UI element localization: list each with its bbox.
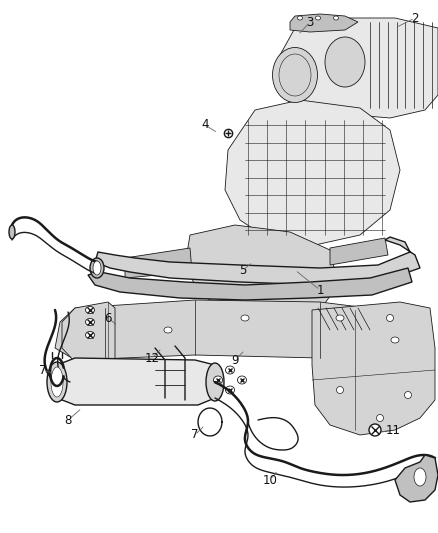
Polygon shape [88, 268, 412, 300]
Ellipse shape [369, 424, 381, 436]
Ellipse shape [85, 306, 95, 313]
Text: 7: 7 [39, 364, 47, 376]
Polygon shape [55, 300, 430, 365]
Polygon shape [125, 248, 192, 278]
Ellipse shape [414, 468, 426, 486]
Polygon shape [330, 238, 388, 265]
Text: 11: 11 [385, 424, 400, 437]
Ellipse shape [336, 315, 344, 321]
Ellipse shape [85, 332, 95, 338]
Ellipse shape [213, 376, 223, 384]
Polygon shape [225, 100, 400, 245]
Ellipse shape [405, 392, 411, 399]
Ellipse shape [325, 37, 365, 87]
Ellipse shape [85, 319, 95, 326]
Text: 9: 9 [231, 353, 239, 367]
Polygon shape [55, 358, 215, 405]
Text: 5: 5 [239, 263, 247, 277]
Ellipse shape [315, 16, 321, 20]
Text: 4: 4 [201, 118, 209, 132]
Ellipse shape [206, 363, 224, 401]
Ellipse shape [226, 366, 234, 374]
Ellipse shape [391, 337, 399, 343]
Text: 3: 3 [306, 15, 314, 28]
Ellipse shape [336, 386, 343, 393]
Polygon shape [395, 455, 438, 502]
Ellipse shape [272, 47, 318, 102]
Text: 8: 8 [64, 414, 72, 426]
Ellipse shape [377, 415, 384, 422]
Text: 12: 12 [145, 351, 159, 365]
Polygon shape [290, 14, 358, 32]
Ellipse shape [226, 386, 234, 394]
Text: 10: 10 [262, 473, 277, 487]
Polygon shape [280, 18, 438, 118]
Polygon shape [185, 225, 338, 318]
Ellipse shape [47, 362, 67, 402]
Ellipse shape [164, 327, 172, 333]
Ellipse shape [93, 261, 101, 275]
Text: 2: 2 [411, 12, 419, 25]
Ellipse shape [9, 225, 15, 239]
Polygon shape [95, 237, 420, 285]
Polygon shape [312, 302, 435, 435]
Ellipse shape [51, 367, 63, 397]
Ellipse shape [90, 258, 104, 278]
Ellipse shape [333, 16, 339, 20]
Text: 1: 1 [316, 284, 324, 296]
Text: 6: 6 [104, 311, 112, 325]
Ellipse shape [241, 315, 249, 321]
Text: 7: 7 [191, 429, 199, 441]
Ellipse shape [297, 16, 303, 20]
Ellipse shape [237, 376, 247, 384]
Polygon shape [62, 302, 115, 362]
Ellipse shape [386, 314, 393, 321]
